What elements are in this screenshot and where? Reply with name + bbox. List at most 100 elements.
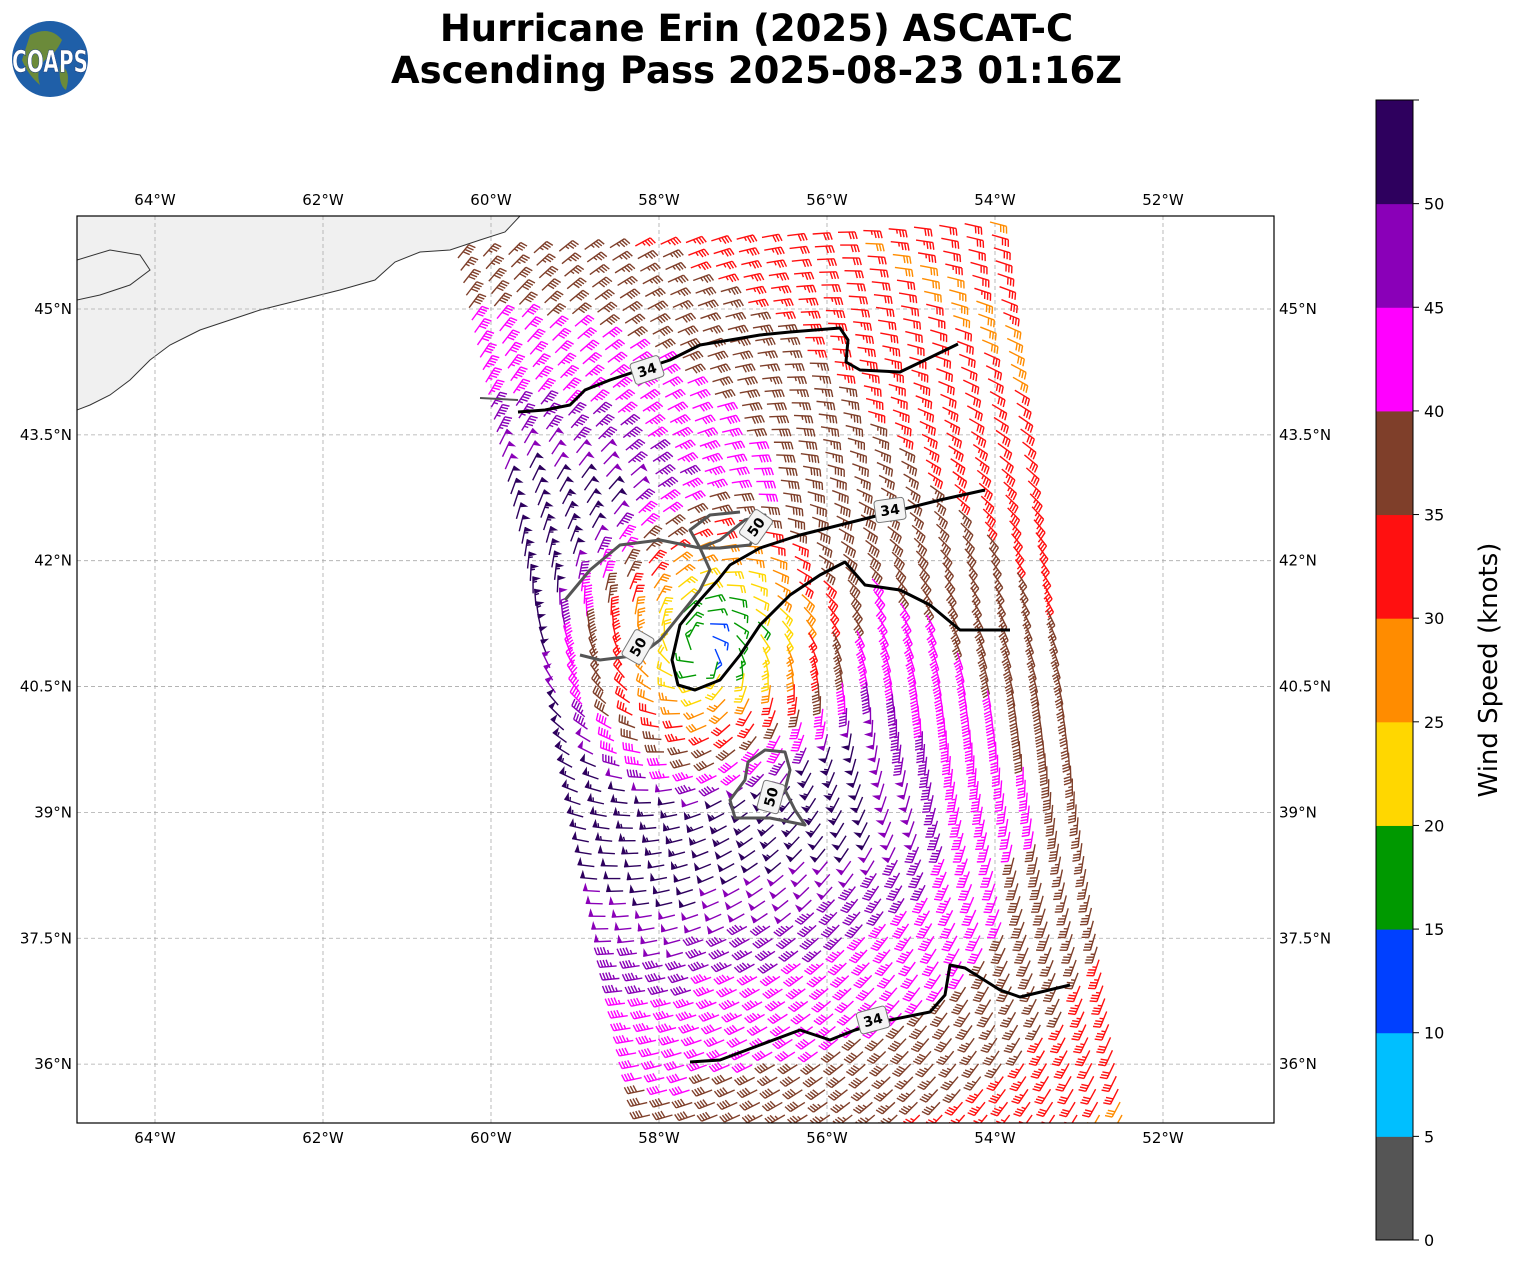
- wind-barb: [711, 235, 733, 244]
- wind-barb: [881, 847, 896, 863]
- wind-barb: [792, 747, 807, 764]
- wind-barb: [773, 912, 792, 925]
- wind-barb: [1007, 507, 1021, 527]
- wind-barb: [616, 947, 637, 957]
- wind-barb: [566, 805, 584, 818]
- wind-barb: [803, 606, 817, 627]
- wind-barb: [1064, 972, 1079, 990]
- wind-barb: [754, 1063, 776, 1074]
- wind-barb: [808, 632, 818, 654]
- wind-barb: [667, 973, 689, 984]
- wind-barb: [961, 716, 970, 738]
- wind-barb: [759, 363, 781, 372]
- wind-barb: [1070, 830, 1081, 850]
- wind-barb: [840, 540, 857, 559]
- wind-barb: [546, 302, 567, 316]
- wind-barb: [916, 743, 926, 764]
- wind-barb: [770, 556, 788, 571]
- wind-barb: [962, 379, 980, 395]
- wind-barb: [705, 936, 727, 948]
- wind-barb: [844, 924, 863, 939]
- wind-barb: [550, 714, 565, 731]
- wind-barb: [915, 550, 929, 570]
- wind-barb: [594, 933, 612, 943]
- wind-barb: [704, 913, 722, 922]
- wind-barb: [988, 934, 1004, 952]
- wind-barb: [1014, 947, 1029, 965]
- wind-barb: [900, 974, 919, 990]
- wind-barb: [685, 611, 705, 626]
- wind-barb: [585, 895, 603, 905]
- wind-barb: [504, 453, 519, 470]
- wind-barb: [726, 924, 748, 936]
- wind-barb: [807, 835, 824, 851]
- wind-barb: [488, 379, 505, 395]
- wind-barb: [643, 1073, 665, 1083]
- wind-barb: [626, 1097, 648, 1107]
- wind-barb: [806, 975, 827, 988]
- wind-barb: [792, 886, 810, 900]
- wind-barb: [566, 659, 578, 680]
- wind-barb: [597, 844, 615, 855]
- wind-barb: [837, 886, 856, 901]
- wind-barb: [942, 1089, 961, 1104]
- wind-barb: [1076, 1063, 1093, 1080]
- wind-barb: [780, 337, 801, 346]
- wind-barb: [926, 833, 941, 851]
- wind-barb: [693, 760, 715, 772]
- wind-barb: [890, 396, 908, 410]
- wind-barb: [594, 289, 615, 301]
- wind-barb: [888, 383, 906, 397]
- wind-barb: [835, 860, 852, 876]
- wind-barb: [600, 857, 618, 867]
- wind-barb: [887, 706, 896, 727]
- wind-barb: [791, 258, 813, 268]
- wind-barb: [629, 884, 647, 894]
- wind-barb: [613, 671, 628, 691]
- wind-barb: [756, 824, 774, 837]
- wind-barb: [761, 849, 779, 862]
- wind-barb: [507, 353, 526, 369]
- wind-barb: [709, 491, 731, 502]
- wind-barb: [796, 772, 812, 789]
- wind-barb: [692, 401, 714, 412]
- wind-barb: [551, 550, 563, 568]
- wind-barb: [680, 337, 702, 349]
- wind-barb: [710, 724, 731, 737]
- wind-barb: [682, 712, 705, 720]
- wind-barb: [529, 340, 549, 355]
- wind-barb: [660, 706, 680, 715]
- wind-barb: [976, 469, 992, 488]
- wind-barb: [1005, 883, 1019, 901]
- wind-barb: [1001, 1024, 1019, 1041]
- wind-barb: [834, 1000, 854, 1014]
- wind-barb: [872, 949, 891, 964]
- wind-barb: [771, 899, 789, 912]
- wind-barb: [972, 444, 989, 462]
- wind-barb: [838, 707, 848, 728]
- wind-barb: [852, 1101, 873, 1114]
- wind-barb: [794, 912, 815, 925]
- wind-barb: [571, 302, 592, 315]
- colorbar-tick-label: 25: [1424, 713, 1444, 732]
- wind-barb: [662, 822, 680, 832]
- wind-barb: [957, 1037, 975, 1053]
- wind-barb: [889, 538, 904, 558]
- wind-barb: [695, 286, 717, 296]
- wind-barb: [996, 598, 1007, 620]
- wind-barb: [465, 281, 484, 296]
- wind-barb: [875, 1101, 896, 1115]
- wind-barb: [712, 837, 730, 848]
- wind-barb: [518, 291, 538, 305]
- lon-tick-label: 60°W: [470, 1129, 512, 1147]
- wind-barb: [664, 960, 686, 971]
- wind-barb: [631, 584, 645, 602]
- wind-barb: [476, 330, 495, 346]
- wind-barb: [988, 547, 1001, 568]
- wind-barb: [848, 295, 869, 305]
- wind-barb: [882, 345, 901, 357]
- wind-barb: [809, 848, 826, 863]
- wind-barb: [1009, 520, 1022, 540]
- wind-barb: [738, 736, 757, 751]
- wind-barb: [914, 731, 923, 751]
